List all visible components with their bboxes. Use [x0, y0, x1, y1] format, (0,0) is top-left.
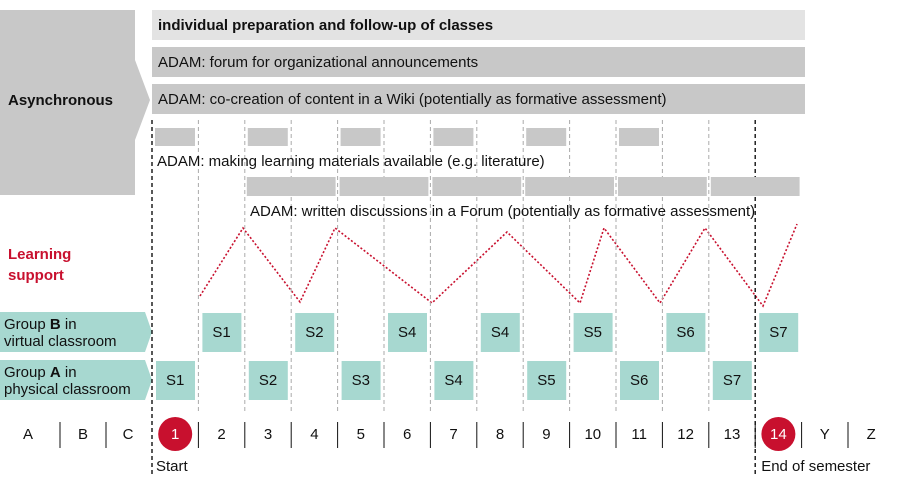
week-label: Y: [820, 426, 830, 443]
group-a-label: physical classroom: [4, 381, 131, 398]
text: in: [61, 364, 77, 381]
week-label: A: [23, 426, 33, 443]
bar-label: ADAM: co-creation of content in a Wiki (…: [158, 91, 667, 108]
session-box: [527, 361, 567, 400]
session-box: [388, 313, 427, 352]
material-bar: [340, 128, 381, 146]
week-label: 13: [724, 426, 741, 443]
week-label: 2: [217, 426, 225, 443]
week-label: 11: [631, 426, 647, 443]
bar: [152, 10, 805, 40]
group-b-arrow: [0, 312, 152, 352]
forum-bar: [525, 177, 614, 196]
forum-bar: [618, 177, 707, 196]
learning-support-label: support: [8, 267, 64, 284]
text: B: [50, 316, 61, 333]
session-label: S7: [723, 372, 741, 389]
session-label: S4: [491, 324, 509, 341]
week-label: 4: [310, 426, 318, 443]
session-label: S5: [584, 324, 602, 341]
session-box: [202, 313, 242, 352]
group-b-label: Group B in: [4, 316, 77, 333]
session-box: [666, 313, 706, 352]
bar-label: ADAM: forum for organizational announcem…: [158, 54, 478, 71]
text: Group: [4, 364, 50, 381]
session-label: S6: [676, 324, 694, 341]
week-label: 10: [584, 426, 601, 443]
group-b-label: virtual classroom: [4, 333, 117, 350]
material-bar: [526, 128, 567, 146]
session-box: [480, 313, 520, 352]
end-label: End of semester: [761, 458, 870, 475]
session-label: S4: [444, 372, 462, 389]
session-box: [248, 361, 288, 400]
week-label: 1: [171, 426, 179, 443]
material-bar: [619, 128, 659, 146]
session-label: S4: [398, 324, 416, 341]
week-label: 8: [496, 426, 504, 443]
asynchronous-arrow: [0, 10, 150, 195]
session-box: [573, 313, 613, 352]
forum-bar: [339, 177, 429, 196]
session-label: S3: [352, 372, 370, 389]
bar: [152, 84, 805, 114]
asynchronous-label: Asynchronous: [8, 92, 113, 109]
session-box: [759, 313, 799, 352]
week-label: B: [78, 426, 88, 443]
text: Group: [4, 316, 50, 333]
week-marker: [158, 417, 193, 451]
materials-label: ADAM: making learning materials availabl…: [157, 153, 545, 170]
week-label: 14: [770, 426, 787, 443]
material-bar: [155, 128, 195, 146]
session-label: S2: [259, 372, 277, 389]
week-label: 3: [264, 426, 272, 443]
week-label: 12: [677, 426, 694, 443]
forum-bar: [710, 177, 800, 196]
week-label: 9: [542, 426, 550, 443]
session-label: S1: [212, 324, 230, 341]
session-box: [434, 361, 474, 400]
material-bar: [433, 128, 474, 146]
text: in: [61, 316, 77, 333]
session-box: [295, 313, 335, 352]
week-label: 7: [449, 426, 457, 443]
session-box: [620, 361, 659, 400]
week-label: Z: [867, 426, 876, 443]
material-bar: [247, 128, 288, 146]
week-marker: [761, 417, 796, 451]
session-label: S2: [305, 324, 323, 341]
forum-bar: [246, 177, 336, 196]
session-box: [341, 361, 381, 400]
group-a-arrow: [0, 360, 152, 400]
session-label: S7: [769, 324, 787, 341]
support-zigzag: [199, 223, 798, 308]
week-label: 5: [357, 426, 365, 443]
bar-label: individual preparation and follow-up of …: [158, 17, 493, 34]
session-label: S6: [630, 372, 648, 389]
week-label: C: [123, 426, 134, 443]
session-box: [712, 361, 752, 400]
forum-bar: [432, 177, 522, 196]
group-a-label: Group A in: [4, 364, 77, 381]
session-box: [156, 361, 195, 400]
week-label: 6: [403, 426, 411, 443]
start-label: Start: [156, 458, 189, 475]
session-label: S1: [166, 372, 184, 389]
forum-label: ADAM: written discussions in a Forum (po…: [250, 203, 755, 220]
learning-support-label: Learning: [8, 246, 71, 263]
session-label: S5: [537, 372, 555, 389]
bar: [152, 47, 805, 77]
text: A: [50, 364, 61, 381]
